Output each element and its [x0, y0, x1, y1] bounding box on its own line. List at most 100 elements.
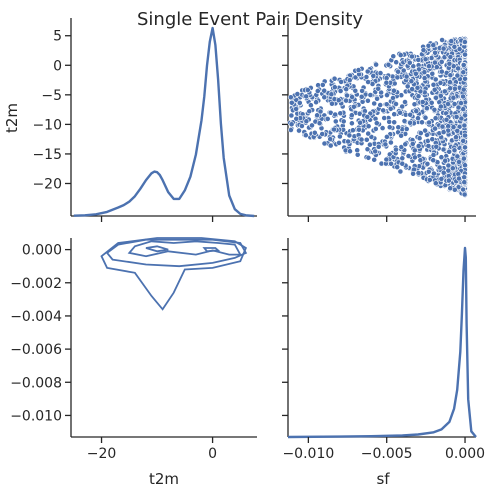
scatter-point — [345, 138, 351, 145]
scatter-point — [439, 37, 445, 43]
t2m-vs-sf-contour-axes: −20 0 −0.010 −0.008 −0.006 −0.004 −0.002 0.000 — [10, 237, 257, 462]
scatter-point — [407, 111, 414, 118]
scatter-point — [409, 140, 416, 147]
scatter-point — [460, 62, 467, 68]
scatter-point — [399, 160, 406, 167]
scatter-point — [429, 70, 436, 77]
scatter-point — [348, 120, 355, 127]
scatter-point — [403, 73, 410, 80]
scatter-point — [460, 86, 467, 93]
scatter-point — [358, 136, 365, 143]
scatter-point — [364, 97, 371, 104]
scatter-point — [426, 63, 432, 70]
scatter-point — [383, 101, 390, 108]
scatter-point — [377, 70, 384, 76]
scatter-point — [401, 118, 408, 124]
scatter-point — [386, 119, 393, 125]
scatter-point — [407, 119, 413, 126]
scatter-point — [425, 42, 432, 49]
scatter-point — [443, 116, 450, 123]
scatter-point — [317, 108, 324, 115]
scatter-point — [344, 92, 350, 99]
scatter-point — [445, 177, 452, 184]
scatter-point — [331, 75, 338, 82]
scatter-point — [414, 84, 421, 91]
tl-ytick-label: −15 — [32, 147, 62, 163]
scatter-point — [365, 154, 372, 161]
tl-ytick-label: 0 — [53, 58, 62, 74]
scatter-point — [373, 61, 379, 68]
scatter-point — [426, 119, 432, 126]
scatter-point — [343, 86, 350, 93]
scatter-point — [460, 137, 467, 144]
kde-contour-level-2 — [100, 237, 248, 311]
scatter-point — [337, 88, 344, 94]
scatter-point — [461, 191, 468, 198]
scatter-point — [314, 88, 321, 94]
scatter-point — [394, 164, 401, 170]
scatter-point — [447, 185, 454, 192]
scatter-point — [338, 79, 344, 85]
scatter-point — [365, 130, 372, 137]
scatter-point — [456, 46, 463, 52]
scatter-point — [372, 125, 379, 132]
scatter-point — [451, 101, 458, 107]
scatter-point — [314, 112, 320, 119]
scatter-point — [455, 65, 461, 72]
scatter-point — [430, 81, 437, 88]
sf-kde-axes: −0.010 −0.005 0.000 — [282, 238, 485, 462]
scatter-point — [432, 49, 438, 56]
scatter-point — [287, 94, 294, 101]
scatter-point — [461, 174, 468, 181]
scatter-point — [461, 179, 468, 186]
scatter-point — [438, 68, 445, 75]
scatter-point — [321, 94, 328, 101]
scatter-point — [423, 105, 430, 112]
scatter-point — [397, 52, 404, 58]
kde-contour-level-1 — [105, 238, 248, 268]
scatter-point — [321, 87, 328, 94]
scatter-point — [346, 77, 353, 84]
bl-ytick-label: −0.010 — [10, 408, 62, 424]
scatter-point — [382, 141, 389, 148]
scatter-point — [417, 157, 424, 164]
scatter-point — [446, 60, 453, 67]
scatter-point — [313, 99, 319, 106]
scatter-point — [355, 67, 362, 73]
scatter-point — [406, 59, 413, 66]
scatter-point — [390, 87, 397, 94]
scatter-point — [288, 112, 295, 119]
scatter-point — [319, 82, 326, 88]
scatter-point — [359, 88, 365, 94]
scatter-point — [445, 101, 451, 107]
scatter-point — [410, 170, 416, 177]
scatter-point — [383, 133, 390, 140]
scatter-point — [437, 80, 444, 86]
scatter-point — [446, 148, 453, 155]
scatter-point — [409, 53, 415, 60]
scatter-point — [402, 141, 409, 148]
scatter-point — [430, 152, 437, 158]
scatter-point — [347, 148, 353, 155]
scatter-point — [327, 142, 334, 149]
scatter-point — [388, 160, 394, 167]
scatter-point — [461, 122, 468, 129]
scatter-point — [287, 127, 294, 133]
scatter-point — [365, 79, 371, 85]
scatter-point — [337, 110, 344, 117]
scatter-point — [367, 92, 374, 98]
scatter-point — [380, 107, 387, 114]
scatter-point — [431, 86, 438, 93]
scatter-point — [298, 123, 305, 129]
scatter-point — [447, 72, 454, 79]
scatter-point — [420, 47, 427, 53]
scatter-point — [430, 170, 437, 177]
scatter-point — [428, 99, 435, 106]
scatter-point — [349, 127, 356, 134]
scatter-point — [421, 69, 428, 76]
scatter-point — [373, 120, 380, 126]
scatter-point — [316, 120, 323, 127]
scatter-point — [460, 93, 466, 100]
scatter-point — [394, 74, 401, 81]
scatter-point — [404, 83, 411, 90]
